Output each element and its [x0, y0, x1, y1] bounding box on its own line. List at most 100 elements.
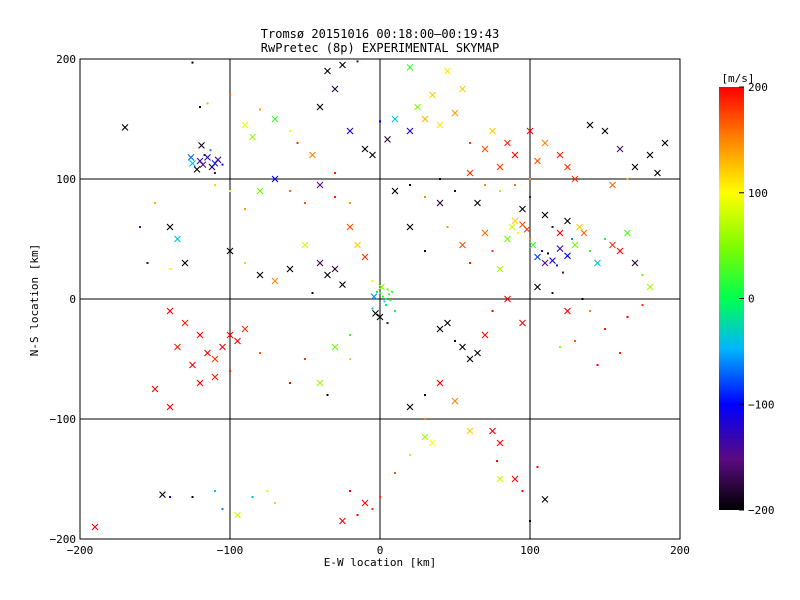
- data-point-cross: [496, 475, 504, 483]
- x-tick-label: 100: [520, 544, 540, 557]
- data-point-cross: [661, 139, 669, 147]
- data-point-dot: [496, 460, 498, 462]
- data-point-dot: [499, 190, 501, 192]
- data-point-cross: [196, 379, 204, 387]
- data-point-dot: [529, 238, 531, 240]
- data-point-dot: [356, 514, 359, 516]
- data-point-cross: [339, 517, 346, 525]
- data-point-cross: [654, 169, 661, 177]
- data-point-cross: [466, 355, 474, 363]
- data-point-dot: [199, 106, 201, 108]
- data-point-dot: [206, 102, 209, 105]
- data-point-cross: [601, 127, 609, 135]
- data-point-dot: [379, 496, 381, 498]
- data-point-cross: [631, 259, 639, 267]
- data-point-dot: [541, 250, 543, 252]
- data-point-cross: [219, 343, 226, 351]
- data-point-cross: [616, 145, 624, 153]
- data-point-dot: [259, 108, 261, 111]
- data-point-dot: [169, 268, 171, 270]
- data-point-cross: [436, 199, 444, 207]
- data-point-cross: [241, 121, 249, 129]
- data-point-dot: [376, 290, 378, 293]
- data-point-cross: [361, 145, 369, 153]
- data-point-cross: [174, 235, 181, 243]
- data-point-cross: [361, 499, 369, 507]
- data-point-cross: [429, 91, 436, 99]
- data-point-dot: [529, 178, 531, 180]
- data-point-dot: [274, 502, 276, 504]
- data-point-cross: [256, 187, 264, 195]
- data-point-dot: [409, 454, 411, 456]
- data-point-cross: [529, 241, 537, 249]
- data-point-cross: [489, 427, 496, 435]
- data-point-cross: [346, 127, 354, 135]
- data-point-dot: [349, 490, 351, 492]
- data-point-cross: [196, 331, 204, 339]
- data-point-cross: [519, 205, 526, 213]
- colorbar-ticks: −200 −100 0 100 200: [739, 81, 775, 517]
- data-point-dot: [556, 264, 558, 267]
- data-point-dot: [304, 358, 306, 360]
- data-point-cross: [429, 439, 436, 447]
- data-point-dot: [589, 250, 591, 252]
- data-point-cross: [541, 211, 549, 219]
- data-point-dot: [349, 334, 351, 336]
- data-point-dot: [146, 262, 149, 264]
- colorbar-tick-label: 200: [748, 81, 768, 94]
- data-point-dot: [289, 382, 291, 384]
- data-point-dot: [371, 508, 374, 510]
- data-point-cross: [378, 283, 385, 291]
- data-point-dot: [371, 280, 374, 282]
- data-point-dot: [626, 178, 629, 180]
- data-point-dot: [203, 154, 206, 156]
- data-point-dot: [221, 163, 224, 166]
- data-point-cross: [504, 139, 511, 147]
- data-point-dot: [311, 292, 314, 294]
- data-point-dot: [536, 466, 539, 468]
- data-point-cross: [474, 349, 481, 357]
- data-point-cross: [511, 475, 519, 483]
- data-point-cross: [181, 319, 189, 327]
- data-point-cross: [339, 281, 346, 288]
- y-tick-label: 200: [56, 53, 76, 66]
- data-point-dot: [296, 142, 299, 144]
- data-point-dot: [514, 184, 516, 186]
- data-point-cross: [316, 103, 324, 111]
- data-point-dot: [589, 310, 591, 312]
- y-axis-label: N-S location [km]: [28, 244, 41, 357]
- data-point-cross: [309, 151, 316, 159]
- data-point-cross: [391, 187, 399, 195]
- data-point-cross: [436, 325, 444, 333]
- data-point-cross: [481, 331, 489, 339]
- data-point-dot: [209, 149, 212, 152]
- data-point-cross: [541, 496, 549, 503]
- data-point-dot: [371, 307, 374, 310]
- data-point-cross: [556, 245, 564, 252]
- data-point-dot: [424, 250, 426, 252]
- data-point-cross: [616, 247, 624, 255]
- data-point-dot: [326, 394, 329, 396]
- data-point-dot: [517, 232, 519, 234]
- data-point-dot: [383, 300, 386, 303]
- data-point-dot: [304, 202, 306, 204]
- data-point-dot: [289, 190, 291, 192]
- data-point-dot: [382, 295, 384, 298]
- data-point-cross: [406, 64, 414, 71]
- data-point-cross: [459, 85, 466, 93]
- data-point-cross: [159, 491, 166, 498]
- grid-lines: [80, 59, 680, 539]
- data-point-cross: [339, 61, 346, 69]
- x-tick-label: −100: [217, 544, 244, 557]
- data-point-cross: [301, 241, 309, 249]
- data-point-dot: [604, 328, 606, 330]
- data-point-dot: [641, 304, 644, 306]
- data-point-cross: [534, 157, 541, 165]
- data-point-cross: [576, 223, 583, 231]
- x-tick-label: 200: [670, 544, 690, 557]
- data-point-dot: [191, 61, 194, 64]
- data-point-dot: [469, 262, 471, 264]
- data-point-cross: [376, 313, 384, 321]
- data-point-cross: [444, 319, 451, 327]
- data-point-cross: [526, 127, 534, 135]
